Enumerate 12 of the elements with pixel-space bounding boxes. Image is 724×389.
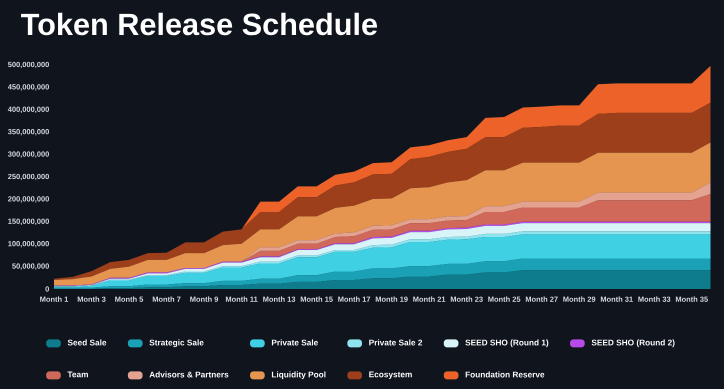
legend-label: SEED SHO (Round 1)	[465, 339, 548, 348]
chart-title: Token Release Schedule	[21, 12, 378, 36]
legend-label: Advisors & Partners	[149, 371, 228, 378]
legend-label: Foundation Reserve	[466, 371, 544, 378]
legend-label: Private Sale 2	[369, 339, 422, 346]
legend-label: SEED SHO (Round 2)	[592, 339, 675, 348]
legend-label: Strategic Sale	[149, 339, 204, 348]
legend-label: Liquidity Pool	[272, 371, 326, 380]
legend-label: Ecosystem	[369, 372, 412, 379]
legend-label: Seed Sale	[68, 339, 106, 346]
legend-label: Team	[68, 372, 88, 378]
legend-label: Private Sale	[272, 339, 318, 346]
